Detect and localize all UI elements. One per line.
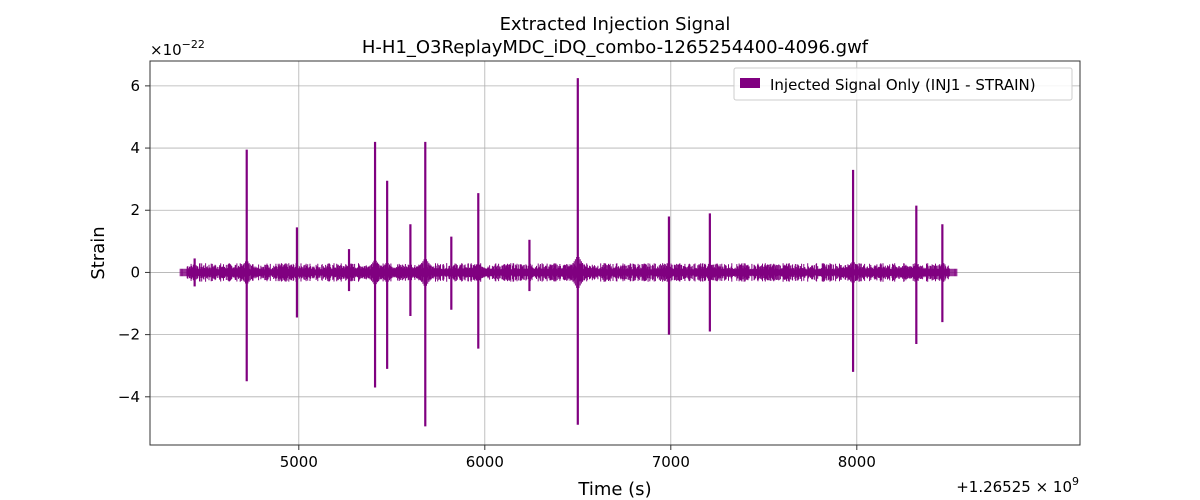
y-axis-ticks: −4 −2 0 2 4 6	[118, 77, 150, 406]
x-axis-ticks: 5000 6000 7000 8000	[280, 445, 876, 471]
y-tick-label: 2	[130, 201, 140, 219]
signal-burst	[514, 268, 545, 277]
signal-burst	[838, 260, 868, 285]
signal-burst	[334, 268, 364, 277]
x-offset-label: +1.26525 × 109	[956, 475, 1079, 496]
gridlines	[150, 61, 1080, 445]
y-tick-label: 6	[130, 77, 140, 95]
x-tick-label: 8000	[838, 453, 876, 471]
x-tick-label: 6000	[466, 453, 504, 471]
legend-swatch	[740, 78, 760, 88]
signal-burst	[695, 265, 725, 280]
chart-title: Extracted Injection Signal	[500, 14, 731, 35]
svg-text:+1.26525 × 109: +1.26525 × 109	[956, 475, 1079, 496]
signal-burst	[179, 268, 210, 277]
y-tick-label: −2	[118, 326, 140, 344]
signal-burst	[654, 265, 684, 280]
y-axis-label: Strain	[88, 226, 109, 279]
signal-burst	[562, 254, 593, 291]
x-tick-label: 7000	[652, 453, 690, 471]
series-layer	[179, 78, 958, 427]
legend-box	[733, 67, 1073, 101]
svg-text:×10−22: ×10−22	[150, 38, 205, 59]
plot-frame	[149, 60, 1081, 446]
signal-burst	[436, 268, 467, 277]
signal-burst	[282, 267, 312, 278]
legend: Injected Signal Only (INJ1 - STRAIN)	[733, 67, 1073, 101]
legend-label: Injected Signal Only (INJ1 - STRAIN)	[770, 76, 1036, 94]
y-tick-label: 0	[130, 263, 140, 281]
x-tick-label: 5000	[280, 453, 318, 471]
signal-burst	[927, 266, 958, 279]
y-tick-label: −4	[118, 388, 140, 406]
signal-burst	[231, 259, 262, 286]
signal-burst	[410, 256, 441, 289]
y-tick-label: 4	[130, 139, 140, 157]
chart-subtitle: H-H1_O3ReplayMDC_iDQ_combo-1265254400-40…	[362, 37, 869, 58]
y-scale-label: ×10−22	[150, 38, 205, 59]
x-axis-label: Time (s)	[577, 479, 651, 500]
signal-burst	[463, 263, 494, 282]
